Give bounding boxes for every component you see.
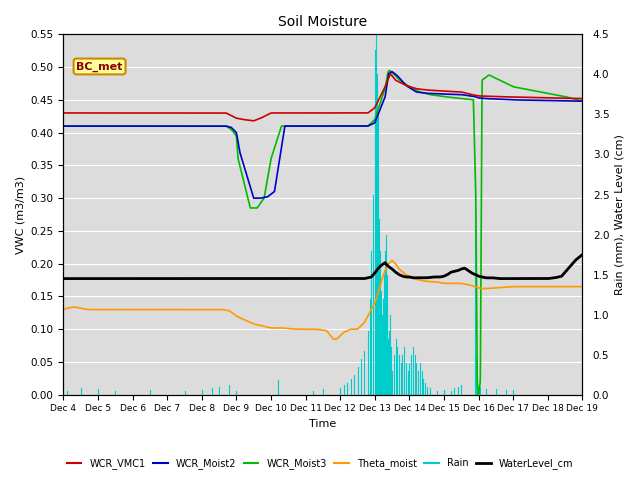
Y-axis label: VWC (m3/m3): VWC (m3/m3) [15, 176, 25, 253]
X-axis label: Time: Time [309, 419, 337, 429]
Title: Soil Moisture: Soil Moisture [278, 15, 367, 29]
Y-axis label: Rain (mm), Water Level (cm): Rain (mm), Water Level (cm) [615, 134, 625, 295]
Legend: WCR_VMC1, WCR_Moist2, WCR_Moist3, Theta_moist, Rain, WaterLevel_cm: WCR_VMC1, WCR_Moist2, WCR_Moist3, Theta_… [63, 454, 577, 473]
Text: BC_met: BC_met [76, 61, 123, 72]
